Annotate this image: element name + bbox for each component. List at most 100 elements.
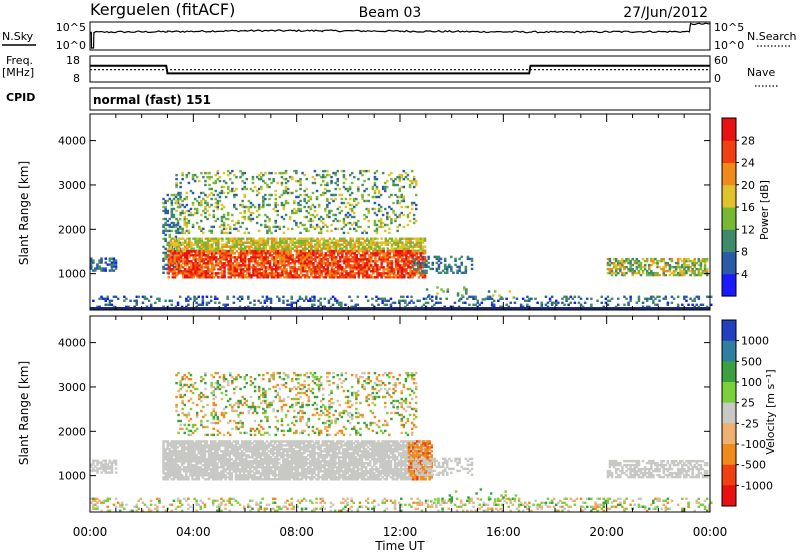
heatmap-cell [173,243,177,246]
heatmap-cell [363,254,367,257]
heatmap-cell [235,193,238,197]
heatmap-cell [198,276,201,279]
heatmap-cell [177,270,181,273]
heatmap-cell [405,237,408,240]
heatmap-cell [662,271,665,275]
heatmap-cell [390,239,394,242]
heatmap-cell [156,505,159,508]
heatmap-cell [202,245,206,248]
heatmap-cell [388,270,392,273]
heatmap-cell [705,295,709,298]
heatmap-cell [229,239,232,242]
heatmap-cell [629,299,632,302]
heatmap-cell [121,505,124,508]
heatmap-cell [290,503,293,506]
heatmap-cell [340,227,344,231]
heatmap-cell [102,501,105,504]
heatmap-cell [175,241,179,244]
heatmap-cell [339,237,342,240]
heatmap-cell [361,254,365,257]
heatmap-cell [184,276,187,279]
heatmap-cell [167,247,170,250]
heatmap-cell [208,193,211,197]
heatmap-cell [170,478,174,481]
heatmap-cell [262,266,266,269]
heatmap-cell [164,478,167,481]
heatmap-cell [656,259,659,263]
colorbar-swatch [722,118,736,141]
heatmap-cell [306,276,309,279]
heatmap-cell [170,209,174,213]
heatmap-cell [411,250,414,253]
heatmap-cell [184,262,187,265]
heatmap-cell [332,213,335,217]
heatmap-cell [262,264,266,267]
heatmap-cell [162,205,165,209]
heatmap-cell [220,509,223,512]
heatmap-cell [279,252,282,255]
heatmap-cell [341,250,344,253]
heatmap-cell [352,305,355,308]
heatmap-cell [329,505,333,508]
heatmap-cell [176,227,180,231]
heatmap-cell [412,179,416,183]
heatmap-cell [179,243,183,246]
heatmap-cell [332,193,335,197]
heatmap-cell [423,258,427,261]
heatmap-cell [241,276,245,279]
heatmap-cell [275,274,278,277]
heatmap-cell [399,274,402,277]
heatmap-cell [248,274,251,277]
heatmap-cell [170,470,174,473]
heatmap-cell [353,266,356,269]
heatmap-cell [343,241,346,244]
heatmap-cell [351,256,354,259]
heatmap-cell [614,505,618,508]
heatmap-cell [394,260,398,263]
heatmap-cell [233,256,237,259]
heatmap-cell [441,499,444,502]
heatmap-cell [376,252,379,255]
heatmap-cell [406,177,410,181]
heatmap-cell [606,303,610,306]
colorbar-swatch [722,184,736,208]
heatmap-cell [376,241,379,244]
heatmap-cell [375,169,379,173]
heatmap-cell [169,260,173,263]
heatmap-cell [652,301,655,304]
heatmap-cell [313,303,316,306]
heatmap-cell [237,247,241,250]
heatmap-cell [178,472,182,475]
heatmap-cell [210,250,214,253]
heatmap-cell [256,241,259,244]
heatmap-cell [344,197,348,201]
heatmap-cell [328,173,331,177]
heatmap-cell [252,256,255,259]
heatmap-cell [334,272,338,275]
heatmap-cell [402,197,406,201]
heatmap-cell [330,256,334,259]
heatmap-cell [409,239,412,242]
heatmap-cell [365,276,369,279]
heatmap-cell [215,237,218,240]
heatmap-cell [320,270,323,273]
heatmap-cell [383,297,386,300]
heatmap-cell [392,252,396,255]
heatmap-cell [106,499,109,502]
heatmap-cell [411,241,414,244]
heatmap-cell [170,442,174,445]
heatmap-cell [279,262,282,265]
heatmap-cell [392,239,396,242]
heatmap-cell [447,499,450,502]
heatmap-cell [332,219,335,223]
heatmap-cell [316,270,319,273]
heatmap-cell [170,503,174,506]
heatmap-cell [377,225,381,229]
heatmap-cell [178,456,182,459]
heatmap-cell [171,256,175,259]
heatmap-cell [339,247,342,250]
heatmap-cell [256,256,259,259]
cpid-label: CPID [6,91,35,104]
heatmap-cell [204,201,207,205]
heatmap-cell [343,268,346,271]
